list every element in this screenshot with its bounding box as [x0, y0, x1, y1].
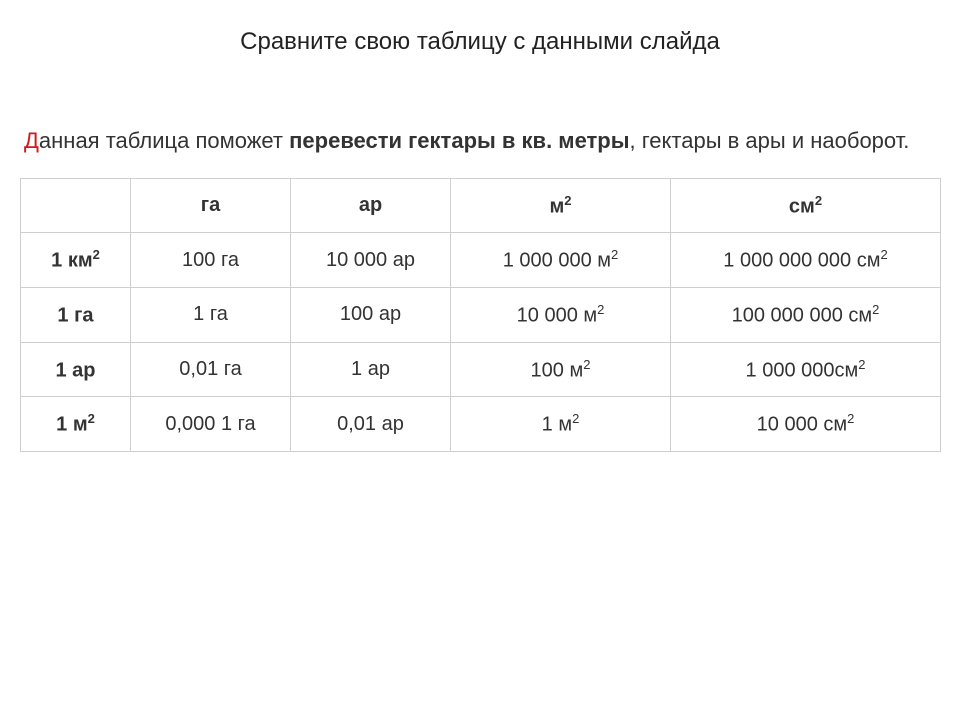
cell-ga: 1 га: [131, 288, 291, 343]
intro-before-bold: анная таблица поможет: [39, 128, 289, 153]
intro-after-bold: , гектары в ары и наоборот.: [630, 128, 910, 153]
cell-ar: 100 ар: [291, 288, 451, 343]
row-label-base: 1 км: [51, 250, 92, 272]
col-header-ar: ар: [291, 178, 451, 233]
cell-m2-base: 1 000 000 м: [503, 250, 611, 272]
cell-m2: 1 м2: [451, 397, 671, 452]
cell-m2-base: 10 000 м: [517, 305, 597, 327]
row-label-sup: 2: [93, 247, 100, 262]
table-row: 1 га 1 га 100 ар 10 000 м2 100 000 000 с…: [21, 288, 941, 343]
cell-m2: 10 000 м2: [451, 288, 671, 343]
table-row: 1 м2 0,000 1 га 0,01 ар 1 м2 10 000 см2: [21, 397, 941, 452]
intro-paragraph: Данная таблица поможет перевести гектары…: [0, 56, 960, 170]
cell-cm2-sup: 2: [872, 302, 879, 317]
cell-ar: 0,01 ар: [291, 397, 451, 452]
col-header-empty: [21, 178, 131, 233]
col-header-m2-sup: 2: [564, 193, 571, 208]
cell-m2-base: 100 м: [531, 359, 584, 381]
cell-m2: 1 000 000 м2: [451, 233, 671, 288]
cell-cm2-sup: 2: [858, 357, 865, 372]
col-header-m2: м2: [451, 178, 671, 233]
intro-first-letter: Д: [24, 128, 39, 153]
table-row: 1 ар 0,01 га 1 ар 100 м2 1 000 000см2: [21, 342, 941, 397]
row-label-sup: 2: [88, 411, 95, 426]
cell-m2: 100 м2: [451, 342, 671, 397]
row-label-base: 1 га: [57, 305, 93, 327]
cell-cm2-base: 10 000 см: [757, 414, 847, 436]
table-row: 1 км2 100 га 10 000 ар 1 000 000 м2 1 00…: [21, 233, 941, 288]
cell-m2-sup: 2: [597, 302, 604, 317]
cell-cm2-sup: 2: [847, 411, 854, 426]
row-label: 1 км2: [21, 233, 131, 288]
cell-cm2: 10 000 см2: [671, 397, 941, 452]
cell-cm2: 100 000 000 см2: [671, 288, 941, 343]
cell-ar: 1 ар: [291, 342, 451, 397]
cell-cm2: 1 000 000 000 см2: [671, 233, 941, 288]
cell-ga: 0,01 га: [131, 342, 291, 397]
cell-ga: 100 га: [131, 233, 291, 288]
row-label-base: 1 м: [56, 414, 87, 436]
cell-m2-base: 1 м: [542, 414, 572, 436]
cell-cm2-base: 1 000 000см: [746, 359, 859, 381]
col-header-cm2: см2: [671, 178, 941, 233]
cell-cm2-sup: 2: [880, 247, 887, 262]
row-label-base: 1 ар: [55, 359, 95, 381]
cell-m2-sup: 2: [583, 357, 590, 372]
cell-cm2: 1 000 000см2: [671, 342, 941, 397]
cell-ar: 10 000 ар: [291, 233, 451, 288]
slide-page: Сравните свою таблицу с данными слайда Д…: [0, 0, 960, 720]
col-header-m2-base: м: [549, 195, 564, 217]
conversion-table: га ар м2 см2 1 км2 100 га 10 000 ар 1 00…: [20, 178, 941, 452]
table-header-row: га ар м2 см2: [21, 178, 941, 233]
cell-m2-sup: 2: [572, 411, 579, 426]
row-label: 1 ар: [21, 342, 131, 397]
cell-cm2-base: 100 000 000 см: [732, 305, 873, 327]
row-label: 1 га: [21, 288, 131, 343]
col-header-ga: га: [131, 178, 291, 233]
col-header-cm2-base: см: [789, 195, 815, 217]
intro-bold: перевести гектары в кв. метры: [289, 128, 629, 153]
row-label: 1 м2: [21, 397, 131, 452]
cell-cm2-base: 1 000 000 000 см: [723, 250, 880, 272]
cell-m2-sup: 2: [611, 247, 618, 262]
slide-title: Сравните свою таблицу с данными слайда: [0, 0, 960, 56]
cell-ga: 0,000 1 га: [131, 397, 291, 452]
col-header-cm2-sup: 2: [815, 193, 822, 208]
